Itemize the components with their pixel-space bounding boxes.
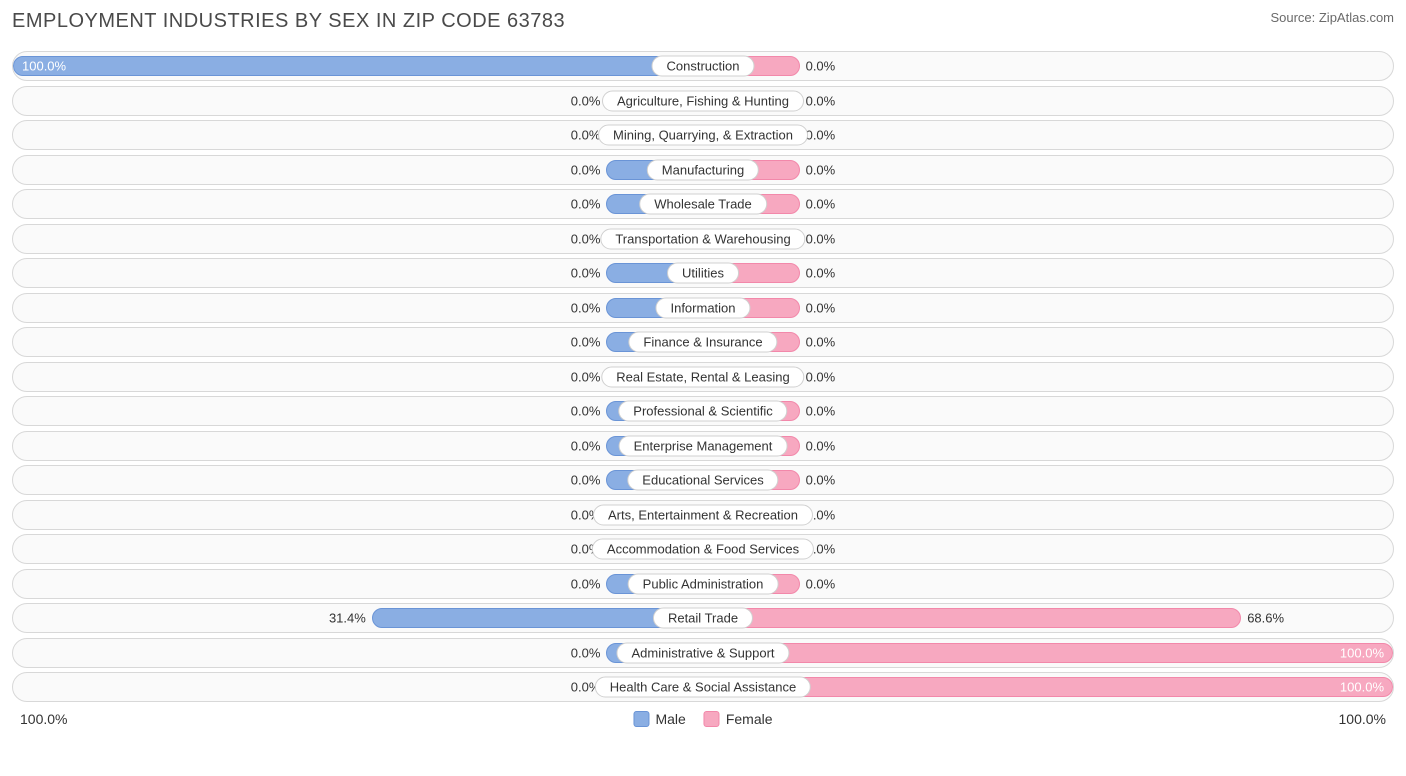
chart-row: 0.0% 100.0% Administrative & Support [12, 638, 1394, 668]
female-value: 0.0% [806, 300, 836, 315]
male-value: 0.0% [571, 162, 601, 177]
female-value: 0.0% [806, 404, 836, 419]
chart-row: 0.0% 0.0%Real Estate, Rental & Leasing [12, 362, 1394, 392]
legend-item: Female [704, 711, 773, 727]
legend-label: Male [655, 711, 685, 727]
legend: Male Female [633, 711, 772, 727]
male-value: 0.0% [571, 369, 601, 384]
female-value: 0.0% [806, 576, 836, 591]
female-value: 0.0% [806, 59, 836, 74]
legend-item: Male [633, 711, 685, 727]
female-value: 0.0% [806, 162, 836, 177]
category-label: Educational Services [627, 470, 778, 491]
category-label: Public Administration [628, 573, 779, 594]
female-bar [703, 608, 1241, 628]
legend-swatch [633, 711, 649, 727]
male-value: 0.0% [571, 300, 601, 315]
female-value: 0.0% [806, 473, 836, 488]
chart-row: 0.0% 0.0% Information [12, 293, 1394, 323]
female-bar: 100.0% [703, 643, 1393, 663]
category-label: Construction [652, 56, 755, 77]
diverging-bar-chart: 100.0% 0.0% Construction 0.0% 0.0% Agricultur… [12, 51, 1394, 702]
legend-label: Female [726, 711, 773, 727]
axis-label-left: 100.0% [20, 711, 67, 727]
female-value: 0.0% [806, 231, 836, 246]
male-value: 31.4% [329, 611, 366, 626]
male-value: 0.0% [571, 438, 601, 453]
male-value: 100.0% [22, 59, 66, 74]
male-value: 0.0% [571, 266, 601, 281]
female-value: 0.0% [806, 266, 836, 281]
category-label: Real Estate, Rental & Leasing [601, 366, 804, 387]
male-value: 0.0% [571, 473, 601, 488]
chart-row: 0.0% 0.0% Wholesale Trade [12, 189, 1394, 219]
category-label: Health Care & Social Assistance [595, 677, 811, 698]
chart-row: 0.0%100.0%Health Care & Social Assistanc… [12, 672, 1394, 702]
category-label: Enterprise Management [619, 435, 788, 456]
category-label: Manufacturing [647, 159, 759, 180]
category-label: Utilities [667, 263, 739, 284]
source-label: Source: ZipAtlas.com [1270, 10, 1394, 25]
chart-row: 0.0% 0.0% Finance & Insurance [12, 327, 1394, 357]
chart-row: 0.0% 0.0% Utilities [12, 258, 1394, 288]
female-value: 68.6% [1247, 611, 1284, 626]
category-label: Finance & Insurance [628, 332, 777, 353]
chart-row: 0.0% 0.0%Transportation & Warehousing [12, 224, 1394, 254]
male-value: 0.0% [571, 231, 601, 246]
category-label: Accommodation & Food Services [592, 539, 814, 560]
female-value: 0.0% [806, 128, 836, 143]
chart-row: 0.0% 0.0% Professional & Scientific [12, 396, 1394, 426]
chart-row: 0.0% 0.0%Agriculture, Fishing & Hunting [12, 86, 1394, 116]
female-value: 100.0% [1340, 645, 1384, 660]
female-value: 0.0% [806, 335, 836, 350]
category-label: Professional & Scientific [618, 401, 787, 422]
male-value: 0.0% [571, 404, 601, 419]
chart-row: 100.0% 0.0% Construction [12, 51, 1394, 81]
female-value: 0.0% [806, 438, 836, 453]
male-value: 0.0% [571, 645, 601, 660]
male-bar: 100.0% [13, 56, 703, 76]
legend-swatch [704, 711, 720, 727]
chart-row: 31.4% 68.6% Retail Trade [12, 603, 1394, 633]
chart-row: 0.0% 0.0% Public Administration [12, 569, 1394, 599]
category-label: Administrative & Support [616, 642, 789, 663]
category-label: Agriculture, Fishing & Hunting [602, 90, 804, 111]
chart-row: 0.0% 0.0%Mining, Quarrying, & Extraction [12, 120, 1394, 150]
category-label: Wholesale Trade [639, 194, 767, 215]
female-value: 0.0% [806, 197, 836, 212]
female-value: 0.0% [806, 93, 836, 108]
category-label: Information [655, 297, 750, 318]
axis-label-right: 100.0% [1339, 711, 1386, 727]
category-label: Mining, Quarrying, & Extraction [598, 125, 808, 146]
male-value: 0.0% [571, 576, 601, 591]
male-value: 0.0% [571, 197, 601, 212]
category-label: Arts, Entertainment & Recreation [593, 504, 813, 525]
female-value: 0.0% [806, 369, 836, 384]
male-value: 0.0% [571, 93, 601, 108]
category-label: Retail Trade [653, 608, 753, 629]
header: EMPLOYMENT INDUSTRIES BY SEX IN ZIP CODE… [12, 10, 1394, 33]
chart-row: 0.0% 0.0% Educational Services [12, 465, 1394, 495]
male-value: 0.0% [571, 128, 601, 143]
chart-row: 0.0%0.0%Accommodation & Food Services [12, 534, 1394, 564]
chart-footer: 100.0% Male Female 100.0% [12, 708, 1394, 730]
female-value: 100.0% [1340, 680, 1384, 695]
category-label: Transportation & Warehousing [600, 228, 805, 249]
chart-row: 0.0% 0.0% Enterprise Management [12, 431, 1394, 461]
male-value: 0.0% [571, 335, 601, 350]
chart-row: 0.0%0.0%Arts, Entertainment & Recreation [12, 500, 1394, 530]
page-title: EMPLOYMENT INDUSTRIES BY SEX IN ZIP CODE… [12, 10, 565, 33]
chart-row: 0.0% 0.0% Manufacturing [12, 155, 1394, 185]
